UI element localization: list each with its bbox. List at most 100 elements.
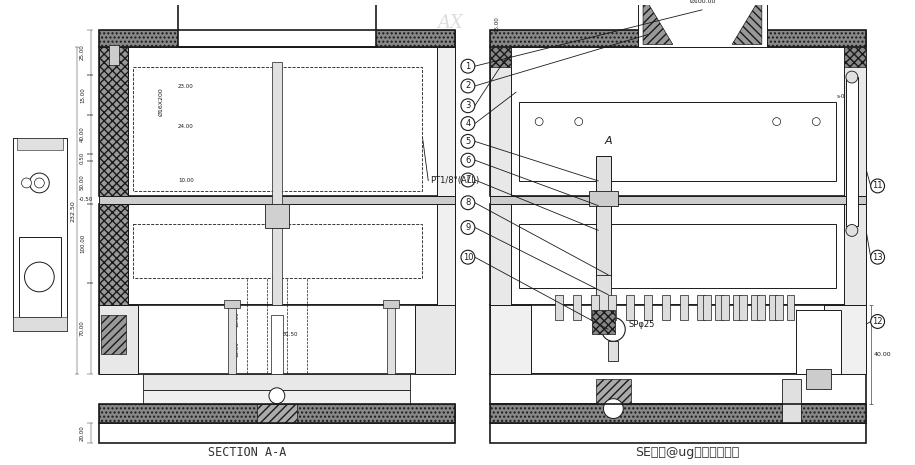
Bar: [271, 314, 283, 374]
Bar: [573, 295, 581, 319]
Bar: [787, 295, 794, 319]
Bar: [490, 305, 866, 374]
Text: SE头条@ug模具设计教程: SE头条@ug模具设计教程: [636, 445, 739, 458]
Bar: [721, 295, 729, 319]
Bar: [99, 404, 455, 424]
Text: 15.00: 15.00: [234, 341, 240, 357]
Bar: [775, 295, 782, 319]
Bar: [272, 62, 282, 305]
Bar: [99, 196, 455, 204]
Text: Ø16X200: Ø16X200: [158, 87, 163, 116]
Bar: [134, 67, 423, 191]
Text: 1: 1: [465, 62, 470, 71]
Bar: [638, 0, 767, 47]
Bar: [229, 305, 236, 374]
Circle shape: [35, 178, 44, 188]
Bar: [520, 102, 836, 181]
Bar: [415, 305, 455, 374]
Circle shape: [461, 196, 475, 210]
Text: SECTION A-A: SECTION A-A: [208, 445, 286, 458]
Bar: [16, 139, 63, 150]
Bar: [769, 295, 777, 319]
Bar: [437, 47, 455, 196]
Bar: [844, 204, 866, 305]
Text: s-0: s-0: [837, 94, 845, 100]
Text: 11: 11: [872, 181, 883, 190]
Bar: [608, 341, 619, 361]
Text: Ø1.50: Ø1.50: [282, 332, 298, 337]
Text: 9: 9: [465, 223, 470, 232]
Text: 25.00: 25.00: [80, 45, 85, 60]
Text: -0.50: -0.50: [79, 197, 92, 202]
Text: 23.00: 23.00: [178, 85, 194, 89]
Bar: [99, 204, 128, 305]
Bar: [757, 295, 765, 319]
Bar: [590, 295, 598, 319]
Circle shape: [871, 250, 885, 264]
Text: 10: 10: [463, 252, 473, 262]
Bar: [806, 369, 831, 389]
Text: 15.00: 15.00: [80, 87, 85, 103]
Text: 2: 2: [465, 81, 470, 91]
Bar: [13, 317, 67, 332]
Polygon shape: [732, 0, 762, 44]
Text: Ø3.50+1°/S: Ø3.50+1°/S: [678, 32, 711, 37]
Bar: [178, 0, 376, 47]
Bar: [257, 404, 296, 424]
Text: 70.00: 70.00: [80, 320, 85, 336]
Polygon shape: [643, 0, 673, 44]
Bar: [99, 30, 455, 47]
Bar: [490, 305, 532, 374]
Bar: [555, 295, 563, 319]
Text: 4: 4: [465, 119, 470, 128]
Text: 12: 12: [872, 317, 883, 326]
Circle shape: [871, 314, 885, 328]
Bar: [846, 77, 858, 226]
Text: 50.00: 50.00: [80, 174, 85, 190]
Bar: [626, 295, 634, 319]
Text: 100.00: 100.00: [80, 234, 85, 253]
Bar: [490, 47, 511, 196]
Text: 232.50: 232.50: [70, 200, 76, 221]
Bar: [265, 204, 289, 228]
Bar: [382, 300, 399, 308]
Circle shape: [846, 225, 858, 236]
Bar: [796, 310, 841, 374]
Circle shape: [575, 118, 583, 126]
Bar: [99, 47, 128, 196]
Bar: [99, 30, 455, 47]
Bar: [490, 204, 866, 305]
Bar: [716, 295, 723, 319]
Bar: [144, 390, 411, 404]
Text: SPφ25: SPφ25: [629, 320, 654, 329]
Bar: [644, 295, 652, 319]
Bar: [13, 139, 67, 332]
Text: 10.00: 10.00: [178, 179, 194, 184]
Bar: [520, 224, 836, 288]
Circle shape: [871, 179, 885, 193]
Circle shape: [604, 399, 623, 418]
Bar: [490, 47, 511, 67]
Bar: [134, 224, 423, 278]
Text: 6: 6: [465, 156, 470, 165]
Bar: [99, 47, 128, 196]
Bar: [596, 156, 611, 285]
Text: 40.00: 40.00: [80, 126, 85, 142]
Text: 13: 13: [872, 252, 883, 262]
Circle shape: [461, 59, 475, 73]
Bar: [662, 295, 670, 319]
Circle shape: [461, 117, 475, 131]
Circle shape: [461, 79, 475, 93]
Text: A: A: [605, 136, 612, 146]
Text: R11: R11: [732, 32, 743, 37]
Text: PT1/8°(ALL): PT1/8°(ALL): [430, 177, 479, 186]
Text: 3: 3: [465, 101, 470, 110]
Bar: [387, 305, 394, 374]
Text: 5: 5: [465, 137, 470, 146]
Bar: [490, 30, 866, 47]
Bar: [18, 237, 61, 317]
Bar: [704, 295, 711, 319]
Bar: [99, 204, 128, 305]
Circle shape: [29, 173, 49, 193]
Circle shape: [535, 118, 544, 126]
